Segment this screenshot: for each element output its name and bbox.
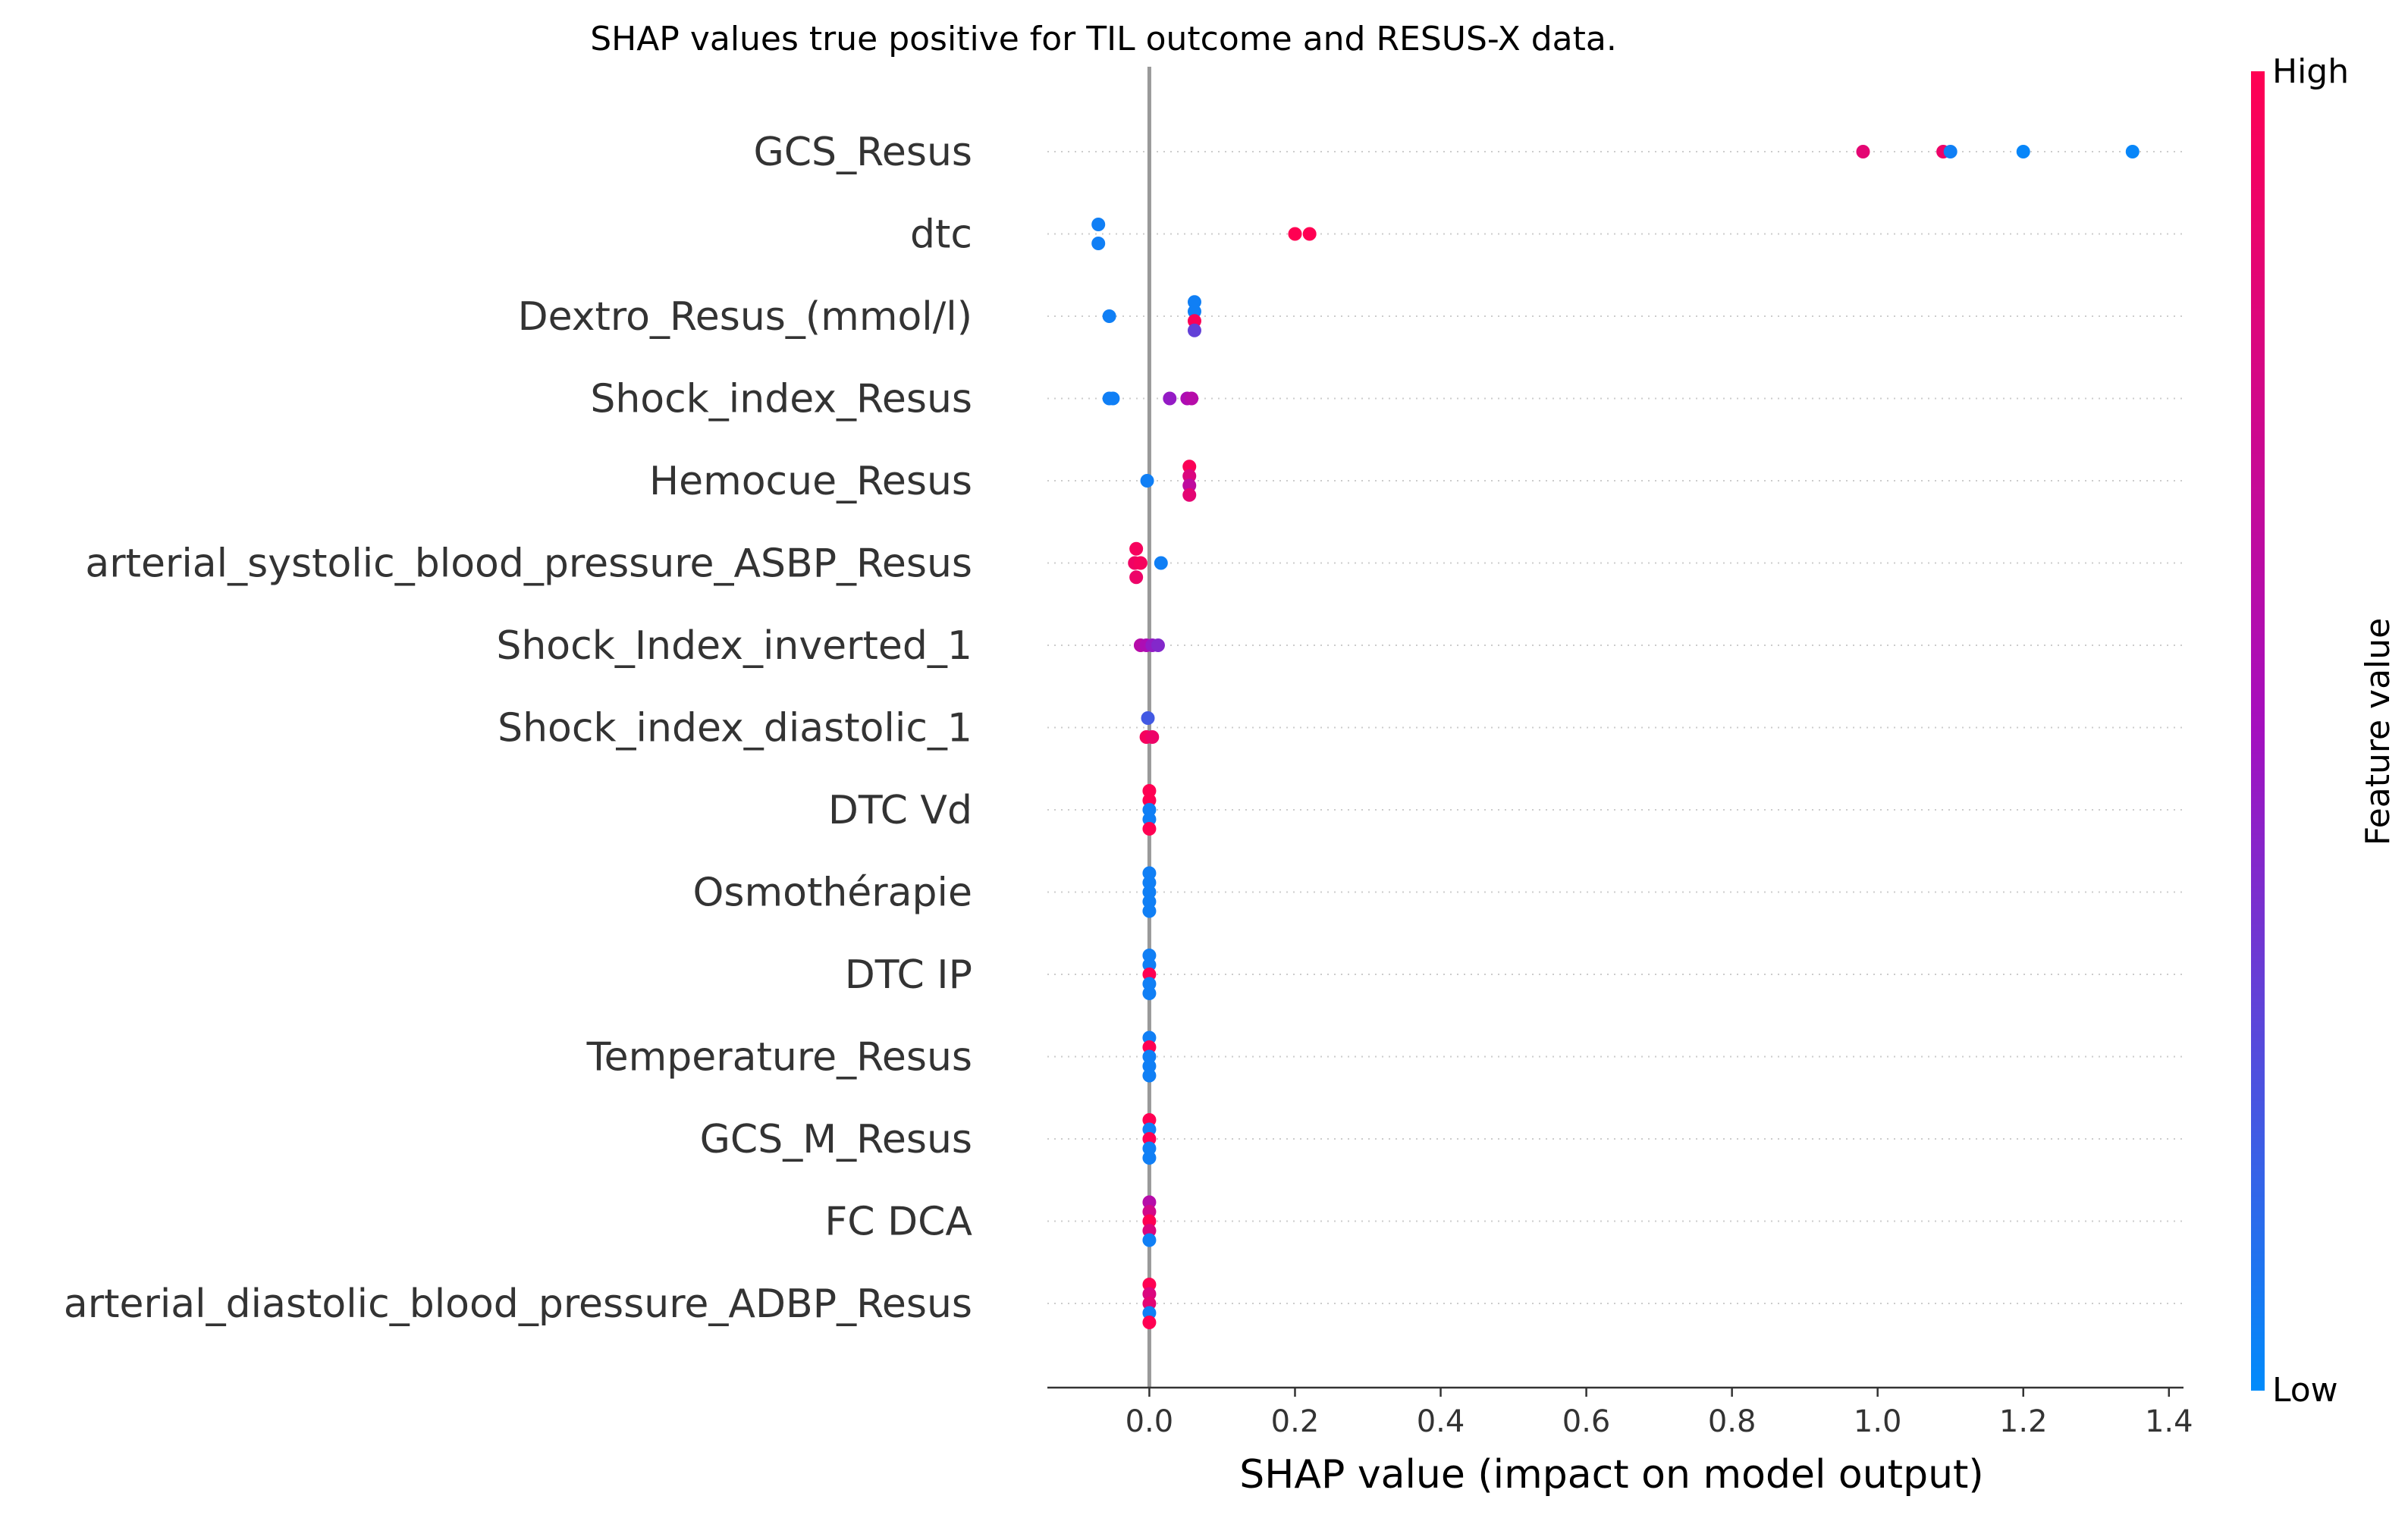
- x-tick-label: 0.0: [1126, 1404, 1174, 1439]
- x-tick-label: 0.4: [1417, 1404, 1465, 1439]
- shap-point: [1091, 218, 1106, 231]
- feature-label: Osmothérapie: [692, 870, 972, 916]
- feature-label: Hemocue_Resus: [649, 459, 972, 504]
- feature-label: FC DCA: [824, 1200, 972, 1245]
- shap-point: [1288, 227, 1302, 241]
- feature-label: Shock_index_Resus: [590, 377, 972, 422]
- shap-point: [1142, 1030, 1157, 1045]
- shap-point: [1302, 227, 1317, 241]
- colorbar-high-label: High: [2272, 52, 2349, 91]
- shap-point: [1185, 391, 1199, 406]
- shap-point: [1142, 1278, 1157, 1291]
- shap-point: [1142, 1132, 1157, 1146]
- shap-point: [1187, 304, 1201, 318]
- x-tick-label: 1.2: [1999, 1404, 2048, 1439]
- shap-point: [2125, 145, 2140, 158]
- shap-point: [1142, 1040, 1157, 1054]
- shap-point: [1142, 812, 1157, 827]
- shap-point: [1142, 1316, 1157, 1329]
- shap-point: [1106, 391, 1120, 406]
- shap-point: [1142, 876, 1157, 889]
- shap-point: [1142, 977, 1157, 991]
- shap-point: [1142, 822, 1157, 836]
- shap-point: [1142, 1214, 1157, 1228]
- shap-point: [1142, 895, 1157, 908]
- x-tick-label: 1.0: [1854, 1404, 1902, 1439]
- shap-point: [1133, 556, 1147, 570]
- shap-point: [1154, 556, 1168, 570]
- feature-label: Shock_index_diastolic_1: [498, 706, 972, 751]
- feature-label: GCS_M_Resus: [700, 1117, 972, 1162]
- colorbar-low-label: Low: [2272, 1371, 2338, 1410]
- x-tick-label: 0.6: [1562, 1404, 1611, 1439]
- shap-point: [1142, 1122, 1157, 1137]
- x-axis: 0.0 0.2 0.4 0.6 0.8 1.0 1.2 1.4: [1047, 67, 2193, 1439]
- colorbar: High Low Feature value: [2251, 52, 2397, 1410]
- shap-point: [1182, 478, 1197, 493]
- shap-point: [1142, 1233, 1157, 1247]
- shap-point: [1943, 145, 1957, 158]
- shap-point: [1142, 1141, 1157, 1156]
- shap-point: [1142, 803, 1157, 817]
- shap-point: [2016, 145, 2030, 158]
- shap-point: [1129, 570, 1144, 585]
- feature-label: Temperature_Resus: [586, 1035, 972, 1081]
- shap-point: [1091, 237, 1106, 250]
- feature-label: DTC IP: [845, 952, 972, 998]
- shap-point: [1145, 730, 1160, 744]
- shap-points: [1091, 145, 2140, 1329]
- feature-label: DTC Vd: [828, 788, 972, 833]
- shap-point: [1151, 638, 1165, 652]
- shap-point: [1142, 1049, 1157, 1064]
- feature-label: dtc: [910, 212, 972, 258]
- feature-label: arterial_diastolic_blood_pressure_ADBP_R…: [64, 1281, 972, 1327]
- feature-label: Dextro_Resus_(mmol/l): [518, 294, 972, 340]
- shap-point: [1142, 1195, 1157, 1209]
- shap-point: [1182, 488, 1197, 502]
- chart-title: SHAP values true positive for TIL outcom…: [590, 20, 1617, 58]
- x-tick-label: 0.2: [1271, 1404, 1320, 1439]
- shap-point: [1142, 784, 1157, 798]
- x-tick-label: 1.4: [2145, 1404, 2193, 1439]
- shap-point: [1142, 1059, 1157, 1073]
- shap-point: [1142, 904, 1157, 918]
- shap-point: [1142, 1205, 1157, 1219]
- shap-point: [1142, 968, 1157, 981]
- shap-point: [1142, 1306, 1157, 1320]
- colorbar-title: Feature value: [2359, 618, 2397, 845]
- feature-label: Shock_Index_inverted_1: [496, 623, 972, 669]
- shap-point: [1142, 1113, 1157, 1127]
- feature-label: arterial_systolic_blood_pressure_ASBP_Re…: [85, 541, 972, 587]
- shap-point: [1142, 949, 1157, 962]
- shap-point: [1142, 1068, 1157, 1083]
- shap-point: [1140, 474, 1154, 488]
- x-tick-label: 0.8: [1708, 1404, 1757, 1439]
- shap-point: [1142, 986, 1157, 1000]
- shap-point: [1142, 793, 1157, 808]
- shap-point: [1163, 391, 1177, 406]
- x-axis-label: SHAP value (impact on model output): [1239, 1452, 1983, 1498]
- shap-point: [1142, 1287, 1157, 1301]
- feature-label: GCS_Resus: [753, 130, 972, 175]
- shap-point: [1141, 711, 1155, 725]
- shap-point: [1142, 1224, 1157, 1237]
- shap-point: [1142, 1151, 1157, 1165]
- shap-point: [1142, 958, 1157, 972]
- shap-point: [1182, 460, 1197, 474]
- shap-point: [1142, 885, 1157, 899]
- shap-point: [1129, 541, 1144, 556]
- shap-point: [1102, 309, 1116, 323]
- shap-point: [1187, 314, 1201, 328]
- shap-point: [1142, 1297, 1157, 1310]
- shap-point: [1187, 323, 1201, 337]
- shap-point: [1142, 866, 1157, 880]
- shap-point: [1182, 469, 1197, 483]
- colorbar-gradient: [2251, 71, 2265, 1391]
- shap-point: [1856, 145, 1870, 158]
- shap-point: [1187, 295, 1201, 309]
